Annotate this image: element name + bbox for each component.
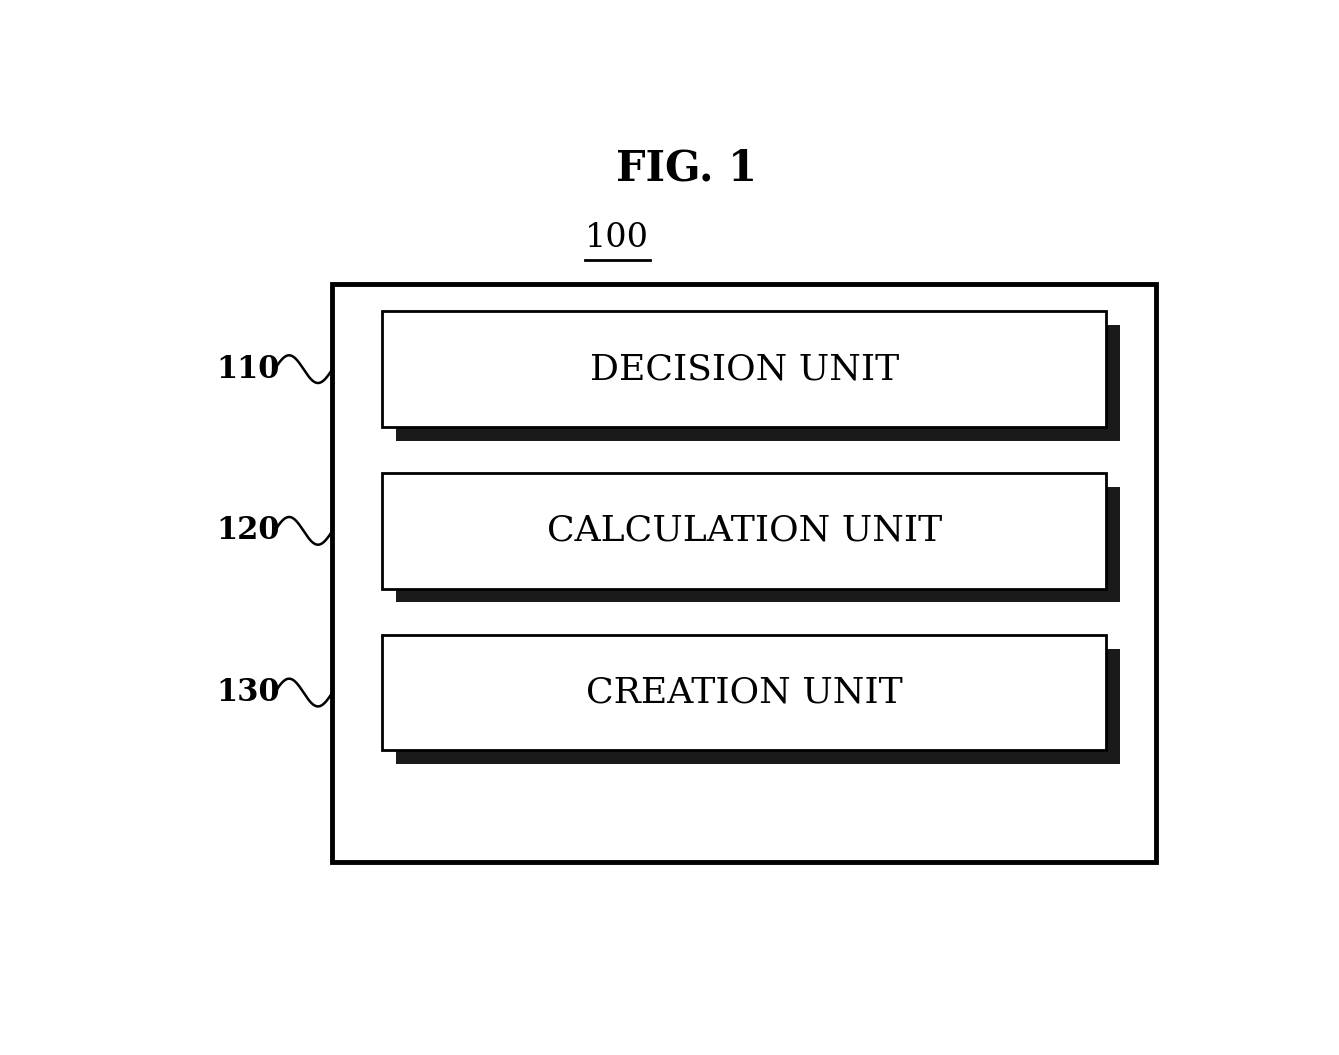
Text: 110: 110: [216, 353, 280, 385]
Text: 100: 100: [585, 223, 649, 254]
Bar: [383, 311, 1106, 427]
Text: 130: 130: [216, 677, 280, 708]
Bar: [396, 325, 1121, 441]
Bar: [332, 285, 1157, 862]
Text: CREATION UNIT: CREATION UNIT: [586, 675, 902, 710]
Text: CALCULATION UNIT: CALCULATION UNIT: [546, 514, 943, 548]
Text: 120: 120: [216, 515, 280, 546]
Bar: [383, 635, 1106, 750]
Text: DECISION UNIT: DECISION UNIT: [589, 352, 898, 386]
Text: FIG. 1: FIG. 1: [616, 148, 757, 190]
Bar: [396, 649, 1121, 764]
Bar: [396, 487, 1121, 602]
Bar: [383, 473, 1106, 589]
